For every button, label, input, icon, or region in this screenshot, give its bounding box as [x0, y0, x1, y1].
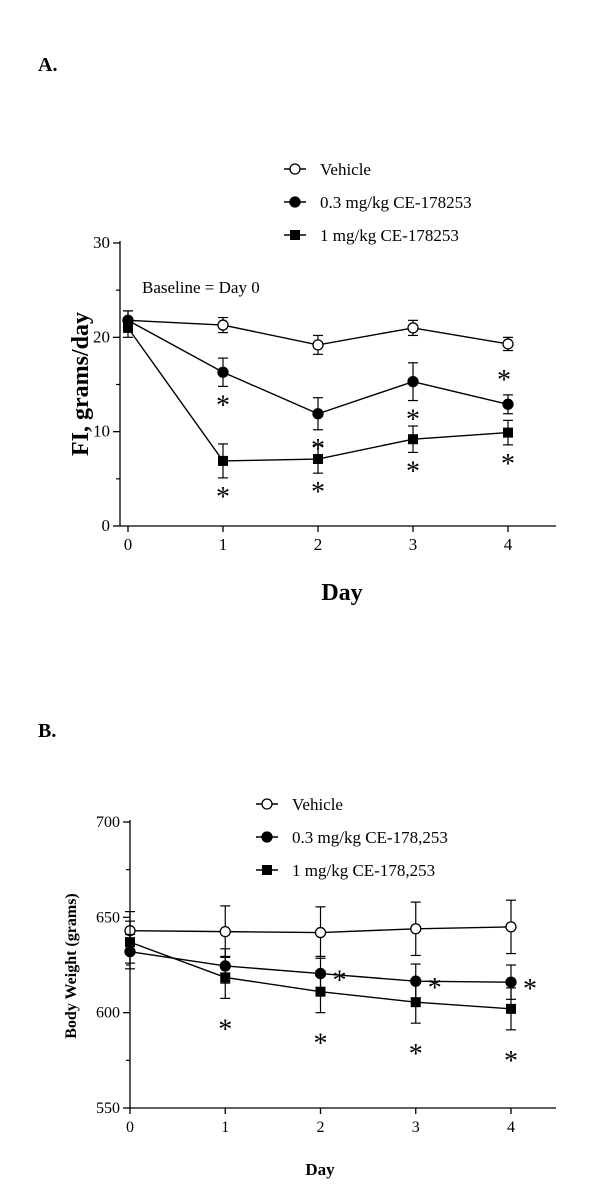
data-point — [407, 376, 419, 388]
panel-b-label: B. — [38, 720, 57, 742]
x-tick-label: 2 — [314, 535, 323, 554]
significance-star: * — [216, 482, 230, 513]
legend-marker — [262, 865, 272, 875]
data-point — [506, 1003, 516, 1014]
x-axis-label: Day — [305, 1160, 335, 1179]
data-point — [125, 937, 135, 948]
legend-label: 1 mg/kg CE-178,253 — [292, 861, 435, 880]
significance-star: * — [333, 966, 347, 997]
y-tick-label: 10 — [93, 422, 110, 441]
data-point — [503, 427, 513, 438]
legend-marker — [289, 196, 301, 208]
data-point — [220, 972, 231, 983]
significance-star: * — [428, 973, 442, 1004]
data-point — [218, 455, 228, 466]
chart-a: 0 10 20 30 0 1 2 3 4 Day FI, grams/day Baseline = D… — [68, 160, 556, 606]
x-tick-label: 1 — [219, 535, 228, 554]
y-axis-label: FI, grams/day — [68, 312, 94, 456]
panel-a-label: A. — [38, 54, 58, 76]
significance-star: * — [311, 434, 325, 465]
legend-label: 1 mg/kg CE-178253 — [320, 226, 459, 245]
data-point — [407, 322, 419, 334]
baseline-annotation: Baseline = Day 0 — [142, 278, 260, 297]
significance-star: * — [523, 974, 537, 1005]
legend-marker — [290, 230, 300, 240]
significance-star: * — [406, 405, 420, 436]
x-axis-label: Day — [321, 580, 362, 606]
data-point — [217, 366, 229, 378]
y-tick-label: 650 — [96, 909, 120, 926]
significance-star: * — [409, 1039, 423, 1070]
x-tick-label: 3 — [412, 1119, 420, 1136]
legend-label: 0.3 mg/kg CE-178,253 — [292, 828, 448, 847]
x-tick-label: 4 — [507, 1119, 515, 1136]
legend-marker — [261, 798, 273, 810]
data-point — [502, 338, 514, 350]
x-tick-label: 0 — [124, 535, 133, 554]
significance-star: * — [218, 1014, 232, 1045]
data-point — [410, 923, 422, 935]
y-tick-label: 30 — [93, 233, 110, 252]
x-tick-label: 0 — [126, 1119, 134, 1136]
y-tick-label: 20 — [93, 327, 110, 346]
data-point — [505, 976, 517, 988]
data-point — [410, 997, 421, 1008]
significance-star: * — [501, 449, 515, 480]
significance-star: * — [504, 1046, 518, 1077]
chart-b: 550 600 650 700 0 1 2 3 4 Day Body Weight (grams) *… — [63, 795, 556, 1179]
legend-marker — [261, 831, 273, 843]
x-tick-label: 3 — [409, 535, 418, 554]
legend-label: Vehicle — [320, 160, 371, 179]
data-point — [219, 925, 231, 938]
significance-star: * — [311, 477, 325, 508]
data-point — [312, 339, 324, 351]
data-point — [315, 986, 326, 997]
data-point — [312, 408, 324, 420]
y-tick-label: 550 — [96, 1100, 120, 1117]
y-tick-label: 700 — [96, 814, 120, 831]
data-point — [505, 921, 517, 933]
data-point — [313, 454, 323, 465]
data-point — [123, 322, 133, 333]
y-axis-label: Body Weight (grams) — [63, 893, 80, 1038]
x-tick-label: 1 — [221, 1119, 229, 1136]
significance-star: * — [314, 1029, 328, 1060]
x-tick-label: 4 — [504, 535, 513, 554]
y-tick-label: 0 — [102, 516, 111, 535]
data-point — [217, 319, 229, 331]
data-point — [314, 926, 327, 939]
data-point — [502, 398, 514, 410]
significance-star: * — [406, 456, 420, 487]
significance-star: * — [497, 365, 511, 396]
significance-star: * — [216, 390, 230, 421]
y-tick-label: 600 — [96, 1005, 120, 1022]
legend-label: 0.3 mg/kg CE-178253 — [320, 193, 472, 212]
legend-label: Vehicle — [292, 795, 343, 814]
x-tick-label: 2 — [317, 1119, 325, 1136]
data-point — [408, 434, 418, 445]
legend-marker — [289, 163, 301, 175]
